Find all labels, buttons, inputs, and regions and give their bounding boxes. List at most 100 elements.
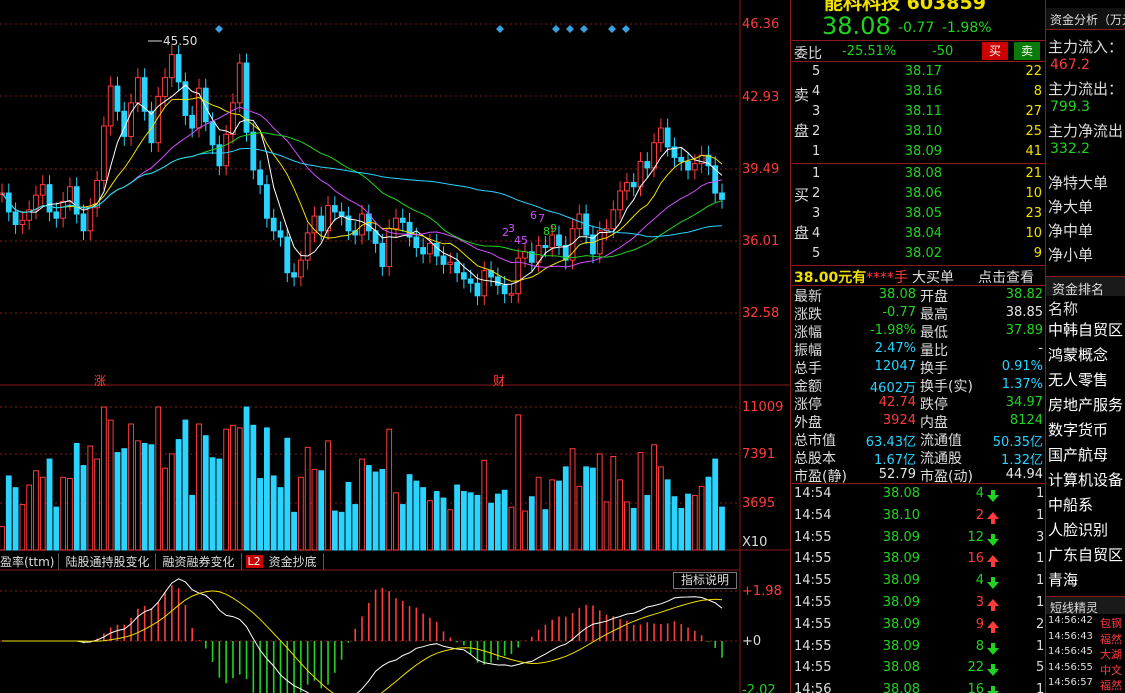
volume-bar	[148, 444, 155, 551]
ranking-item[interactable]: 人脸识别	[1048, 521, 1109, 539]
price-axis-label: 36.01	[742, 234, 780, 249]
volume-bar	[522, 510, 528, 551]
stat-label: 流通股	[920, 451, 962, 467]
fundflow-label: 主力流出：	[1048, 80, 1124, 98]
volume-bar	[277, 487, 284, 551]
ranking-item[interactable]: 数字货币	[1048, 421, 1109, 439]
volume-bar	[250, 424, 257, 551]
ranking-item[interactable]: 中船系	[1048, 496, 1094, 514]
indicator-help-button[interactable]: 指标说明	[673, 572, 737, 589]
volume-bar	[488, 502, 494, 551]
ask-volume: 41	[1025, 144, 1042, 159]
volume-bar	[719, 506, 725, 551]
tab-margin[interactable]: 融资融券变化	[156, 553, 242, 570]
tab-northbound[interactable]: 陆股通持股变化	[59, 553, 157, 570]
stat-label: 最高	[920, 307, 948, 323]
tick-time: 14:55	[794, 529, 832, 545]
ranking-title: 资金排名	[1052, 283, 1105, 298]
kline-chart[interactable]	[0, 0, 790, 693]
tick-arrow-down-icon	[986, 488, 1000, 502]
event-marker[interactable]: 财	[493, 374, 506, 388]
tick-time: 14:55	[794, 660, 832, 676]
stat-label: 涨幅	[794, 325, 822, 341]
candle-body	[617, 190, 624, 211]
volume-bar	[114, 452, 121, 551]
volume-bar	[264, 427, 270, 551]
volume-bar	[413, 480, 420, 551]
bid-side-label: 买	[794, 186, 810, 204]
tick-time: 14:55	[794, 616, 832, 632]
fundflow-header[interactable]: 资金分析（万元）	[1046, 8, 1125, 30]
tick-extra-value: 1	[1036, 638, 1045, 654]
tick-price: 38.09	[882, 616, 920, 632]
ranking-item[interactable]: 房地产服务	[1048, 396, 1124, 414]
tab-pe-ttm[interactable]: 盈率(ttm)	[0, 553, 60, 570]
volume-bar	[651, 444, 657, 551]
candle-body	[216, 144, 223, 167]
volume-bar	[562, 466, 569, 551]
stat-label: 振幅	[794, 343, 822, 359]
volume-bar	[440, 497, 447, 551]
bid-level: 1	[812, 166, 821, 181]
candle-body	[304, 232, 311, 261]
tab-fund-bottom[interactable]: 资金抄底	[263, 553, 324, 570]
volume-bar	[556, 480, 562, 551]
ranking-item[interactable]: 中韩自贸区	[1048, 321, 1124, 339]
tick-arrow-down-icon	[986, 662, 1000, 677]
ranking-item[interactable]: 计算机设备	[1048, 471, 1124, 489]
event-marker[interactable]: 涨	[94, 374, 107, 388]
shortline-header[interactable]: 短线精灵	[1046, 596, 1125, 615]
candle-body	[712, 165, 719, 194]
candle-body	[291, 272, 297, 278]
candle-body	[67, 186, 73, 202]
volume-bar	[494, 493, 501, 551]
volume-bar	[182, 419, 189, 551]
bid-volume: 10	[1025, 226, 1042, 241]
ranking-item[interactable]: 广东自贸区	[1048, 546, 1124, 564]
stat-value: 2.47%	[874, 341, 916, 356]
volume-bar	[678, 507, 685, 551]
shortline-time: 14:56:42	[1048, 615, 1093, 626]
volume-bar	[528, 496, 535, 551]
candle-body	[427, 242, 433, 255]
tick-extra-value: 2	[1036, 616, 1045, 632]
stock-title: 能科科技 603859	[824, 0, 986, 14]
buy-button[interactable]: 买	[982, 42, 1008, 60]
tick-time: 14:55	[794, 595, 832, 610]
tick-time: 14:54	[794, 486, 832, 501]
big-order-qty: ****手	[866, 270, 908, 286]
ranking-header[interactable]: 资金排名	[1046, 276, 1125, 298]
candle-body	[467, 278, 474, 284]
stat-label: 市盈(静)	[794, 469, 847, 485]
diamond-marker-icon	[215, 25, 223, 33]
volume-unit-label: X10	[742, 535, 768, 550]
ranking-item[interactable]: 鸿蒙概念	[1048, 346, 1109, 364]
tick-volume: 16	[967, 682, 984, 693]
wave-label: 6	[530, 209, 537, 222]
volume-bar	[671, 496, 678, 551]
volume-bar	[46, 458, 53, 551]
ranking-item[interactable]: 国产航母	[1048, 446, 1109, 464]
ranking-item[interactable]: 青海	[1048, 571, 1079, 589]
candle-body	[549, 234, 556, 249]
price-change: -0.77	[898, 20, 935, 36]
diamond-marker-icon	[580, 25, 588, 33]
ranking-item[interactable]: 无人零售	[1048, 371, 1109, 389]
stat-label: 涨跌	[794, 307, 822, 323]
candle-body	[264, 184, 270, 219]
volume-bar	[590, 467, 596, 551]
fundflow-title: 资金分析（万元）	[1050, 13, 1125, 27]
volume-bar	[617, 479, 624, 551]
candle-body	[345, 215, 352, 232]
volume-bar	[53, 506, 60, 551]
volume-bar	[535, 476, 542, 551]
big-order-link[interactable]: 点击查看	[978, 270, 1034, 286]
price-high-label: 45.50	[163, 34, 198, 48]
stat-label: 总手	[794, 361, 822, 377]
sell-button[interactable]: 卖	[1014, 42, 1040, 60]
volume-bar	[447, 509, 454, 551]
volume-bar	[257, 478, 264, 551]
stat-value: 8124	[1009, 413, 1043, 428]
tick-list[interactable]: 14:54 38.08 4 14:54 38.10 2 14:55 38.09 12 14:55 3…	[792, 484, 1045, 693]
fundflow-label: 主力流入：	[1048, 38, 1124, 56]
